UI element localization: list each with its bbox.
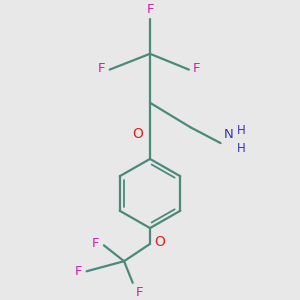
Text: O: O <box>154 236 165 250</box>
Text: F: F <box>136 286 143 299</box>
Text: N: N <box>224 128 233 141</box>
Text: H: H <box>236 142 245 155</box>
Text: F: F <box>146 3 154 16</box>
Text: H: H <box>236 124 245 137</box>
Text: O: O <box>132 128 143 141</box>
Text: F: F <box>98 62 105 75</box>
Text: F: F <box>75 265 82 278</box>
Text: F: F <box>92 236 100 250</box>
Text: F: F <box>193 62 201 75</box>
